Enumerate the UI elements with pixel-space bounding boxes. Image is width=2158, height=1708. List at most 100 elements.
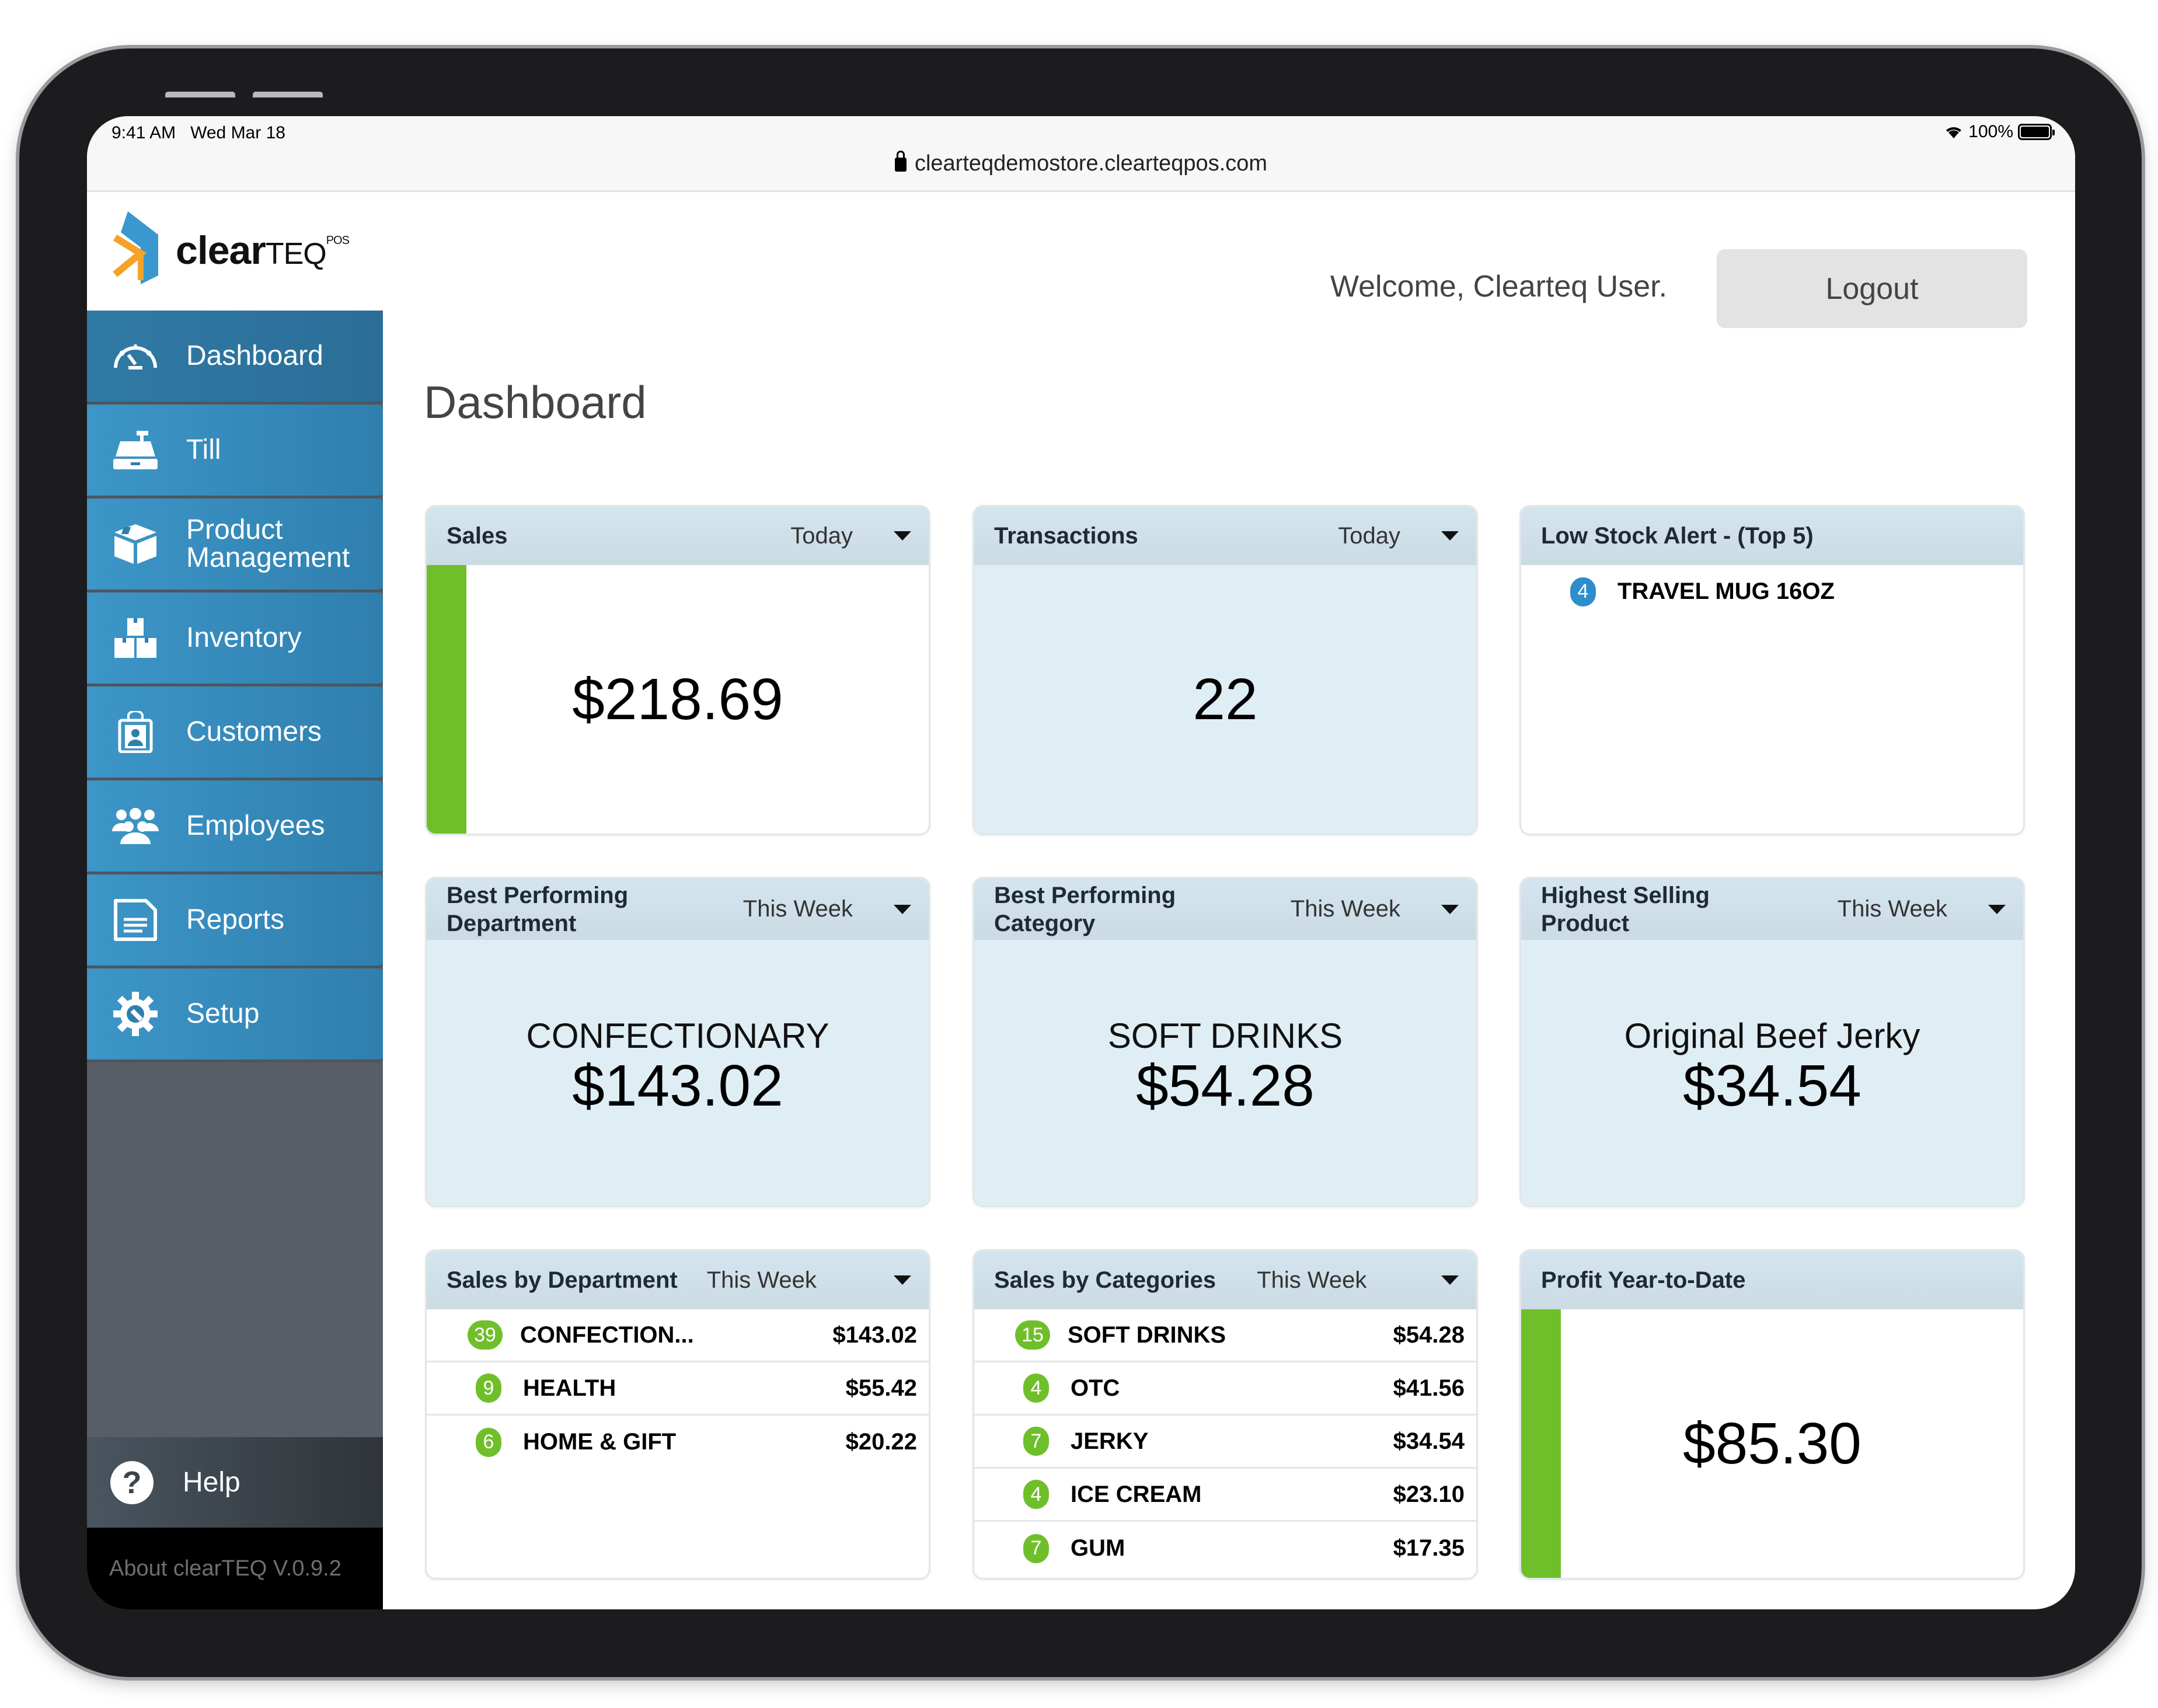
- card-title: Best Performing Department: [447, 882, 629, 936]
- sidebar-item-label: Product Management: [186, 514, 350, 573]
- department-amount: $143.02: [832, 1322, 917, 1348]
- brand-name: clearTEQPOS: [176, 228, 350, 273]
- url-text: clearteqdemostore.clearteqpos.com: [914, 151, 1268, 176]
- card-header: Low Stock Alert - (Top 5): [1521, 507, 2023, 565]
- period-dropdown[interactable]: Today: [1338, 522, 1400, 549]
- card-body: 15 SOFT DRINKS $54.28 4 OTC $41.56 7 JER…: [974, 1309, 1476, 1578]
- about-link[interactable]: About clearTEQ V.0.9.2: [87, 1528, 383, 1609]
- address-bar[interactable]: clearteqdemostore.clearteqpos.com: [87, 151, 2075, 176]
- period-dropdown[interactable]: This Week: [1290, 896, 1400, 922]
- sidebar-item-till[interactable]: Till: [87, 405, 383, 499]
- device-button: [165, 92, 235, 97]
- chevron-down-icon[interactable]: [1441, 1275, 1459, 1285]
- chevron-down-icon[interactable]: [894, 904, 911, 914]
- customer-badge-icon: [109, 709, 162, 755]
- sales-card: Sales Today $218.69: [425, 505, 930, 835]
- count-badge: 4: [1023, 1374, 1049, 1403]
- card-header: Best Performing Department This Week: [427, 879, 929, 940]
- best-category-card: Best Performing Category This Week SOFT D…: [972, 877, 1478, 1207]
- sidebar-nav: Dashboard Till Product Management Invento…: [87, 311, 383, 1062]
- card-title: Sales by Department: [447, 1267, 678, 1293]
- status-indicators: 100%: [1944, 122, 2055, 142]
- category-list: 15 SOFT DRINKS $54.28 4 OTC $41.56 7 JER…: [974, 1309, 1476, 1575]
- card-title: Transactions: [994, 522, 1138, 549]
- status-time: 9:41 AM Wed Mar 18: [111, 123, 285, 142]
- count-badge: 6: [476, 1427, 501, 1457]
- chevron-down-icon[interactable]: [894, 531, 911, 541]
- battery-percent: 100%: [1968, 122, 2013, 141]
- category-amount: $34.54: [1393, 1428, 1465, 1454]
- transactions-card: Transactions Today 22: [972, 505, 1478, 835]
- list-item[interactable]: 4 TRAVEL MUG 16OZ: [1521, 565, 2023, 618]
- sidebar-item-product-management[interactable]: Product Management: [87, 499, 383, 592]
- table-row[interactable]: 4 ICE CREAM $23.10: [974, 1469, 1476, 1522]
- period-dropdown[interactable]: Today: [790, 522, 853, 549]
- chevron-down-icon[interactable]: [1988, 904, 2006, 914]
- category-name: SOFT DRINKS: [1107, 1016, 1343, 1055]
- chevron-down-icon[interactable]: [1441, 531, 1459, 541]
- low-stock-list: 4 TRAVEL MUG 16OZ: [1521, 565, 2023, 618]
- card-body: Original Beef Jerky $34.54: [1521, 940, 2023, 1205]
- sidebar-item-label: Reports: [186, 904, 285, 935]
- product-amount: $34.54: [1683, 1053, 1861, 1118]
- stacked-boxes-icon: [109, 615, 162, 661]
- sidebar-item-employees[interactable]: Employees: [87, 780, 383, 874]
- logo[interactable]: clearTEQPOS: [87, 194, 383, 311]
- help-question-icon: ?: [110, 1460, 154, 1504]
- page-title: Dashboard: [424, 377, 647, 428]
- sidebar-item-label: Customers: [186, 716, 322, 747]
- count-badge: 39: [468, 1320, 503, 1350]
- card-body: 4 TRAVEL MUG 16OZ: [1521, 565, 2023, 834]
- table-row[interactable]: 9 HEALTH $55.42: [427, 1362, 929, 1416]
- card-header: Transactions Today: [974, 507, 1476, 565]
- period-dropdown[interactable]: This Week: [742, 896, 853, 922]
- table-row[interactable]: 39 CONFECTION... $143.02: [427, 1309, 929, 1362]
- table-row[interactable]: 4 OTC $41.56: [974, 1362, 1476, 1416]
- sidebar-item-customers[interactable]: Customers: [87, 686, 383, 780]
- low-stock-card: Low Stock Alert - (Top 5) 4 TRAVEL MUG 1…: [1519, 505, 2025, 835]
- help-button[interactable]: ? Help: [87, 1437, 383, 1528]
- help-label: Help: [183, 1467, 240, 1498]
- table-row[interactable]: 6 HOME & GIFT $20.22: [427, 1416, 929, 1469]
- wifi-icon: [1946, 127, 1962, 138]
- profit-ytd-card: Profit Year-to-Date $85.30: [1519, 1249, 2025, 1580]
- period-dropdown[interactable]: This Week: [1837, 896, 1947, 922]
- card-title: Sales by Categories: [994, 1267, 1216, 1293]
- period-dropdown[interactable]: This Week: [1257, 1267, 1367, 1293]
- battery-icon: [2018, 124, 2055, 140]
- sidebar-item-setup[interactable]: Setup: [87, 968, 383, 1062]
- transactions-value: 22: [1193, 666, 1258, 732]
- card-header: Highest Selling Product This Week: [1521, 879, 2023, 940]
- sidebar-item-dashboard[interactable]: Dashboard: [87, 311, 383, 405]
- logout-button[interactable]: Logout: [1717, 249, 2027, 328]
- count-badge: 9: [476, 1374, 501, 1403]
- department-amount: $20.22: [845, 1429, 917, 1455]
- chevron-down-icon[interactable]: [894, 1275, 911, 1285]
- count-badge: 15: [1015, 1320, 1050, 1350]
- product-name: Original Beef Jerky: [1624, 1016, 1920, 1055]
- card-body: 39 CONFECTION... $143.02 9 HEALTH $55.42…: [427, 1309, 929, 1578]
- about-label: About clearTEQ V.0.9.2: [109, 1556, 341, 1581]
- card-title: Highest Selling Product: [1541, 882, 1710, 936]
- clearteq-logo-icon: [113, 211, 158, 284]
- count-badge: 7: [1023, 1533, 1049, 1563]
- sidebar-item-inventory[interactable]: Inventory: [87, 592, 383, 686]
- card-title: Profit Year-to-Date: [1541, 1267, 1746, 1293]
- chevron-down-icon[interactable]: [1441, 904, 1459, 914]
- card-header: Best Performing Category This Week: [974, 879, 1476, 940]
- table-row[interactable]: 15 SOFT DRINKS $54.28: [974, 1309, 1476, 1362]
- table-row[interactable]: 7 JERKY $34.54: [974, 1416, 1476, 1469]
- sales-by-categories-card: Sales by Categories This Week 15 SOFT DR…: [972, 1249, 1478, 1580]
- speedometer-icon: [109, 333, 162, 379]
- table-row[interactable]: 7 GUM $17.35: [974, 1522, 1476, 1575]
- card-header: Sales Today: [427, 507, 929, 565]
- document-icon: [109, 897, 162, 943]
- period-dropdown[interactable]: This Week: [706, 1267, 817, 1293]
- sidebar-item-reports[interactable]: Reports: [87, 874, 383, 968]
- category-amount: $23.10: [1393, 1481, 1465, 1507]
- card-title: Best Performing Category: [994, 882, 1176, 936]
- best-department-card: Best Performing Department This Week CONF…: [425, 877, 930, 1207]
- card-body: $218.69: [427, 565, 929, 834]
- stock-count-badge: 4: [1570, 577, 1596, 606]
- cash-register-icon: [109, 427, 162, 473]
